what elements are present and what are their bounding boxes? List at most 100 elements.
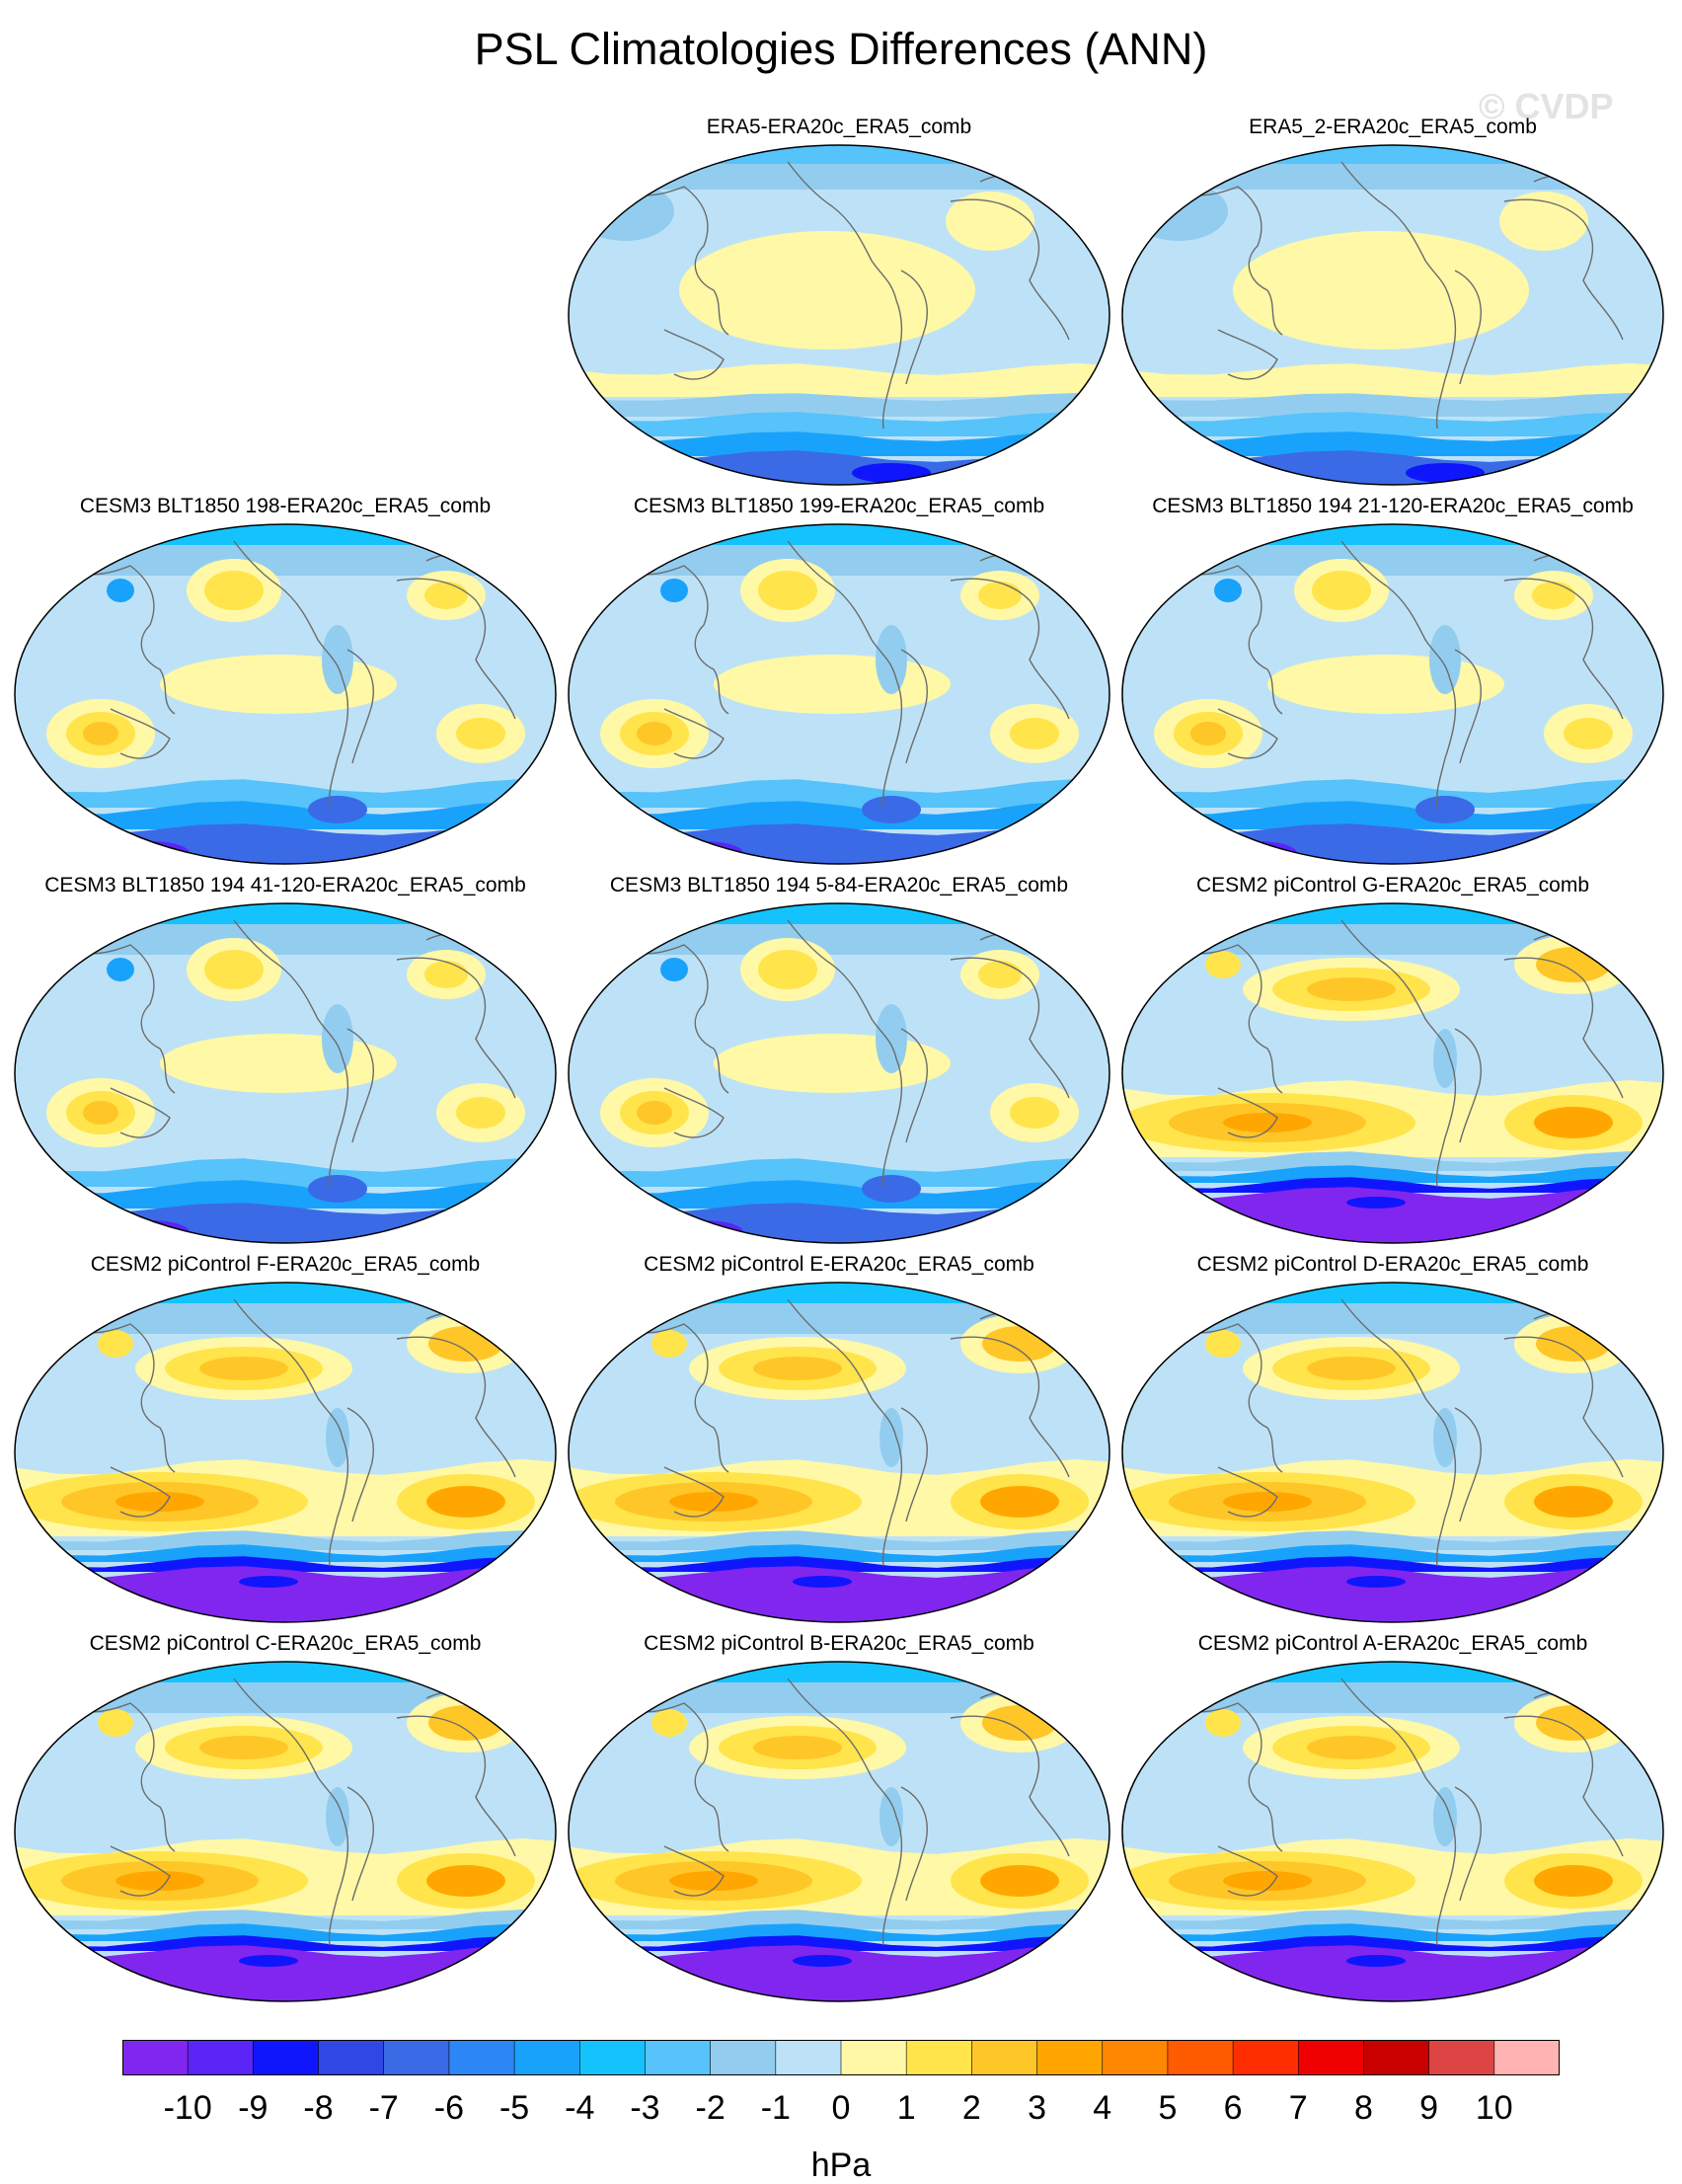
panel-title: CESM2 piControl B-ERA20c_ERA5_comb xyxy=(563,1631,1115,1657)
contour-region xyxy=(669,1871,758,1891)
contour-band xyxy=(1119,1566,1666,1625)
contour-region xyxy=(160,1034,397,1093)
contour-region xyxy=(426,1486,505,1518)
colorbar-swatch xyxy=(711,2040,777,2075)
colorbar-swatch xyxy=(1363,2040,1429,2075)
contour-region xyxy=(111,841,190,865)
map-panel: CESM2 piControl B-ERA20c_ERA5_comb xyxy=(563,1631,1115,2008)
map-panel: CESM2 piControl C-ERA20c_ERA5_comb xyxy=(9,1631,562,2008)
contour-band xyxy=(566,1203,1112,1246)
contour-region xyxy=(862,796,921,823)
colorbar-units: hPa xyxy=(0,2147,1682,2183)
contour-region xyxy=(637,1101,672,1125)
contour-region xyxy=(1406,463,1485,483)
contour-region xyxy=(1205,951,1241,978)
colorbar-swatch xyxy=(1233,2040,1299,2075)
contour-region xyxy=(1534,1486,1613,1518)
contour-band xyxy=(12,823,559,867)
contour-region xyxy=(1223,1871,1312,1891)
contour-region xyxy=(758,950,817,989)
contour-region xyxy=(1532,582,1575,609)
map-plot xyxy=(1119,142,1666,488)
contour-region xyxy=(239,1955,298,1967)
colorbar-swatch xyxy=(841,2040,907,2075)
map-plot xyxy=(1119,521,1666,867)
contour-region xyxy=(664,841,743,865)
contour-region xyxy=(1010,1097,1059,1129)
colorbar-label: -6 xyxy=(434,2089,464,2127)
colorbar-label: -10 xyxy=(164,2089,212,2127)
colorbar-swatch xyxy=(514,2040,580,2075)
contour-region xyxy=(1307,977,1396,1001)
contour-region xyxy=(980,1865,1059,1897)
colorbar-swatch xyxy=(1298,2040,1364,2075)
contour-band xyxy=(566,1566,1112,1625)
contour-region xyxy=(199,1736,288,1759)
contour-region xyxy=(1346,1197,1406,1209)
map-plot xyxy=(12,1659,559,2004)
contour-region xyxy=(1346,1576,1406,1588)
map-plot xyxy=(566,521,1112,867)
map-plot xyxy=(566,1659,1112,2004)
contour-region xyxy=(753,1357,842,1380)
contour-band xyxy=(12,1566,559,1625)
colorbar-swatch xyxy=(253,2040,319,2075)
colorbar-swatch xyxy=(776,2040,842,2075)
contour-region xyxy=(322,625,353,694)
colorbar-label: -8 xyxy=(303,2089,333,2127)
contour-region xyxy=(1433,1029,1457,1088)
colorbar-swatch xyxy=(188,2040,254,2075)
colorbar-label: -1 xyxy=(761,2089,791,2127)
contour-region xyxy=(98,1709,133,1737)
colorbar-label: 5 xyxy=(1158,2089,1177,2127)
panel-title: CESM3 BLT1850 194 5-84-ERA20c_ERA5_comb xyxy=(563,873,1115,898)
map-panel: CESM3 BLT1850 194 5-84-ERA20c_ERA5_comb xyxy=(563,873,1115,1250)
map-plot xyxy=(1119,900,1666,1246)
contour-region xyxy=(308,1175,367,1203)
contour-region xyxy=(426,1865,505,1897)
contour-region xyxy=(308,796,367,823)
map-plot xyxy=(566,900,1112,1246)
colorbar-label: 3 xyxy=(1028,2089,1046,2127)
contour-band xyxy=(566,450,1112,488)
contour-region xyxy=(651,1330,687,1358)
contour-region xyxy=(456,718,505,749)
contour-region xyxy=(1307,1736,1396,1759)
contour-region xyxy=(160,655,397,714)
map-panel: CESM2 piControl A-ERA20c_ERA5_comb xyxy=(1116,1631,1669,2008)
contour-region xyxy=(115,1492,204,1512)
contour-region xyxy=(679,231,975,350)
contour-region xyxy=(980,1486,1059,1518)
contour-band xyxy=(12,1203,559,1246)
panel-title: CESM3 BLT1850 199-ERA20c_ERA5_comb xyxy=(563,494,1115,519)
map-panel: CESM2 piControl G-ERA20c_ERA5_comb xyxy=(1116,873,1669,1250)
contour-region xyxy=(1205,1709,1241,1737)
map-panel: CESM3 BLT1850 194 41-120-ERA20c_ERA5_com… xyxy=(9,873,562,1250)
contour-region xyxy=(98,1330,133,1358)
panel-title: CESM2 piControl E-ERA20c_ERA5_comb xyxy=(563,1252,1115,1278)
contour-region xyxy=(199,1357,288,1380)
contour-region xyxy=(876,1004,907,1073)
contour-region xyxy=(1564,718,1613,749)
colorbar-label: 4 xyxy=(1093,2089,1111,2127)
colorbar-label: 8 xyxy=(1354,2089,1373,2127)
map-plot xyxy=(566,1280,1112,1625)
contour-region xyxy=(204,571,264,610)
contour-region xyxy=(107,579,134,602)
contour-band xyxy=(566,823,1112,867)
contour-region xyxy=(793,1955,852,1967)
map-plot xyxy=(566,142,1112,488)
contour-region xyxy=(456,1097,505,1129)
contour-region xyxy=(1312,571,1371,610)
contour-region xyxy=(326,1787,349,1846)
contour-region xyxy=(424,961,468,988)
contour-region xyxy=(660,579,688,602)
panel-title: CESM3 BLT1850 194 21-120-ERA20c_ERA5_com… xyxy=(1116,494,1669,519)
contour-region xyxy=(876,625,907,694)
map-plot xyxy=(1119,1280,1666,1625)
panel-title: CESM2 piControl G-ERA20c_ERA5_comb xyxy=(1116,873,1669,898)
contour-region xyxy=(1534,1865,1613,1897)
panel-title: CESM3 BLT1850 194 41-120-ERA20c_ERA5_com… xyxy=(9,873,562,898)
contour-region xyxy=(1267,655,1504,714)
map-panel: CESM3 BLT1850 198-ERA20c_ERA5_comb xyxy=(9,494,562,871)
